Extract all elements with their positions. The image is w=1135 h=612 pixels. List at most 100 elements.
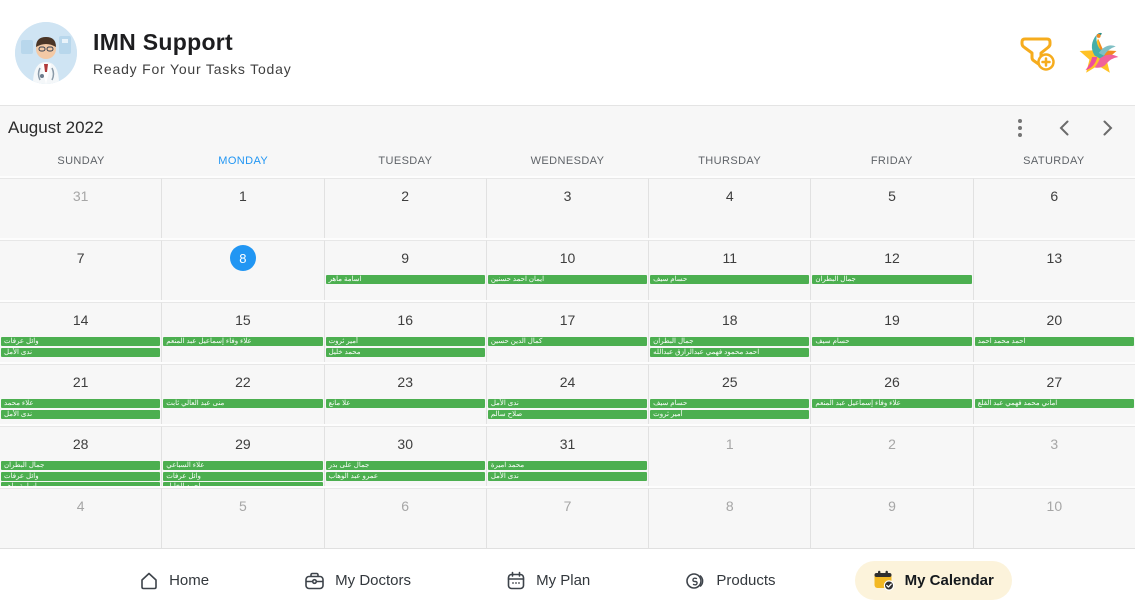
calendar-cell-day-25[interactable]: 25 حسام سيف أمير ثروت (649, 364, 812, 424)
calendar-cell-day-4[interactable]: 4 (649, 178, 812, 238)
day-number: 15 (235, 312, 251, 328)
calendar-cell-day-20[interactable]: 20 احمد محمد احمد (973, 302, 1135, 362)
calendar-cell-day-15[interactable]: 15 علاء وفاء إسماعيل عبد المنعم (162, 302, 325, 362)
calendar-cell-day-9[interactable]: 9 اسامة ماهر (324, 240, 487, 300)
brand-logo[interactable] (1075, 30, 1121, 76)
event-bar[interactable]: كمال الدين حسين (487, 337, 648, 346)
calendar-cell-day-11[interactable]: 11 حسام سيف (649, 240, 812, 300)
calendar-cell-day-30[interactable]: 30 جمال على بدر عمرو عبد الوهاب (324, 426, 487, 486)
previous-month-button[interactable] (1047, 111, 1081, 145)
event-bar[interactable]: وائل عرفات (1, 337, 161, 346)
dow-thursday: THURSDAY (698, 155, 762, 167)
event-bar[interactable]: حسام سيف (650, 275, 810, 284)
calendar-cell-day-7[interactable]: 7 (0, 240, 163, 300)
calendar-cell-day-5[interactable]: 5 (811, 178, 974, 238)
calendar-cell-day-5[interactable]: 5 (162, 488, 325, 548)
event-bar[interactable]: علاء وفاء إسماعيل عبد المنعم (812, 399, 972, 408)
calendar-cell-day-6[interactable]: 6 (973, 178, 1135, 238)
event-bar[interactable]: حسام سيف (650, 399, 810, 408)
event-bar[interactable]: اسامة ماهر (1, 482, 161, 486)
calendar-cell-day-3[interactable]: 3 (973, 426, 1135, 486)
calendar-cell-day-6[interactable]: 6 (324, 488, 487, 548)
event-bar[interactable]: أمير ثروت (650, 409, 810, 419)
event-bar[interactable]: علاء السباعي (163, 461, 323, 470)
next-month-button[interactable] (1091, 111, 1125, 145)
calendar-cell-day-14[interactable]: 14 وائل عرفات ندى الأمل... (0, 302, 163, 363)
more-events-indicator[interactable]: ... (4, 356, 17, 363)
nav-item-products[interactable]: Products (669, 563, 791, 599)
event-bar[interactable]: محمد اميرة (487, 461, 648, 470)
calendar-cell-day-31[interactable]: 31 محمد اميرة ندى الأمل (486, 426, 650, 486)
nav-item-my-doctors[interactable]: My Doctors (288, 563, 427, 599)
calendar-cell-day-1[interactable]: 1 (162, 178, 325, 238)
calendar-cell-day-16[interactable]: 16 أمير ثروت محمد خليل (324, 302, 487, 362)
calendar-cell-day-3[interactable]: 3 (486, 178, 650, 238)
event-bar[interactable]: احمد محمود فهمي عبدالرازق عبدالله (650, 347, 810, 357)
event-bar[interactable]: جمال البطران (1, 461, 161, 470)
event-bar[interactable]: اسامة ماهر (325, 275, 485, 284)
event-bar[interactable]: ندى الأمل (1, 409, 161, 419)
calendar-cell-day-17[interactable]: 17 كمال الدين حسين (486, 302, 650, 362)
event-bar[interactable]: ندى الأمل (487, 399, 648, 408)
calendar-controls (1003, 111, 1125, 145)
calendar-cell-day-27[interactable]: 27 اماني محمد فهمي عبد القلع (973, 364, 1135, 424)
calendar-cell-day-24[interactable]: 24 ندى الأمل صلاح سالم (486, 364, 650, 424)
event-bar[interactable]: اماني محمد فهمي عبد القلع (974, 399, 1134, 408)
calendar-cell-day-18[interactable]: 18 جمال البطران احمد محمود فهمي عبدالرازق … (649, 302, 812, 362)
calendar-cell-day-8[interactable]: 8 (162, 240, 325, 300)
event-bar[interactable]: عمرو عبد الوهاب (325, 471, 485, 481)
calendar-cell-day-23[interactable]: 23 علا مانع (324, 364, 487, 424)
selected-day-number: 8 (162, 241, 323, 275)
nav-item-my-calendar[interactable]: My Calendar (854, 561, 1012, 600)
events-container: محمد اميرة ندى الأمل (487, 461, 648, 482)
calendar-cell-day-9[interactable]: 9 (811, 488, 974, 548)
event-bar[interactable]: جمال البطران (812, 275, 972, 284)
calendar-cell-day-7[interactable]: 7 (486, 488, 650, 548)
calendar-cell-day-12[interactable]: 12 جمال البطران (811, 240, 974, 300)
kebab-menu-button[interactable] (1003, 111, 1037, 145)
add-filter-button[interactable] (1015, 30, 1061, 76)
event-bar[interactable]: وائل عرفات (1, 471, 161, 481)
event-bar[interactable]: منى عبد العالي ثابت (163, 399, 323, 408)
calendar-cell-day-10[interactable]: 10 ايمان احمد حسنين (486, 240, 650, 300)
dow-tuesday: TUESDAY (378, 155, 433, 167)
nav-item-my-plan[interactable]: My Plan (490, 563, 606, 599)
event-bar[interactable]: جمال البطران (650, 337, 810, 346)
event-bar[interactable]: أمير ثروت (325, 337, 485, 346)
event-bar[interactable]: ايمان احمد حسنين (487, 275, 648, 284)
title-block: IMN Support Ready For Your Tasks Today (93, 29, 1015, 77)
event-bar[interactable]: وائل عرفات (163, 471, 323, 481)
calendar-cell-day-31[interactable]: 31 (0, 178, 163, 238)
calendar-cell-day-4[interactable]: 4 (0, 488, 163, 548)
event-bar[interactable]: احمد الخليل (163, 482, 323, 486)
event-bar[interactable]: صلاح سالم (487, 409, 648, 419)
event-bar[interactable]: ندى الأمل (1, 347, 161, 357)
calendar-cell-day-2[interactable]: 2 (324, 178, 487, 238)
event-bar[interactable]: محمد خليل (325, 347, 485, 357)
calendar-cell-day-1[interactable]: 1 (649, 426, 812, 486)
day-number: 30 (397, 436, 413, 452)
event-bar[interactable]: علاء وفاء إسماعيل عبد المنعم (163, 337, 323, 346)
calendar-cell-day-13[interactable]: 13 (973, 240, 1135, 300)
event-bar[interactable]: علاء محمد (1, 399, 161, 408)
nav-item-home[interactable]: Home (123, 563, 225, 599)
calendar-cell-day-26[interactable]: 26 علاء وفاء إسماعيل عبد المنعم (811, 364, 974, 424)
calendar-cell-day-19[interactable]: 19 حسام سيف (811, 302, 974, 362)
calendar-cell-day-2[interactable]: 2 (811, 426, 974, 486)
event-bar[interactable]: ندى الأمل (487, 471, 648, 481)
calendar-week-row: 31 1 2 3 4 5 6 (0, 176, 1135, 238)
event-bar[interactable]: جمال على بدر (325, 461, 485, 470)
event-bar[interactable]: احمد محمد احمد (974, 337, 1134, 346)
event-bar[interactable]: حسام سيف (812, 337, 972, 346)
calendar-cell-day-21[interactable]: 21 علاء محمد ندى الأمل (0, 364, 163, 424)
events-container: حسام سيف (811, 337, 972, 348)
calendar-cell-day-8[interactable]: 8 (649, 488, 812, 548)
calendar-cell-day-22[interactable]: 22 منى عبد العالي ثابت (162, 364, 325, 424)
calendar-cell-day-10[interactable]: 10 (973, 488, 1135, 548)
day-number: 3 (563, 188, 572, 204)
event-bar[interactable]: علا مانع (325, 399, 485, 408)
